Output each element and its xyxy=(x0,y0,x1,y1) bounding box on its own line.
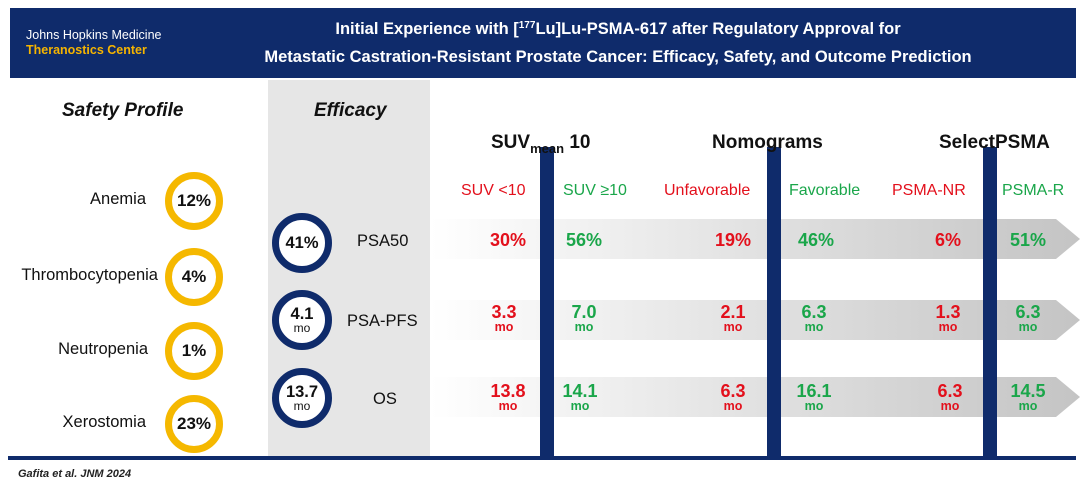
col-head-nomo-high: Favorable xyxy=(789,182,861,199)
group-title-selectpsma: SelectPSMA xyxy=(939,132,1050,153)
safety-heading: Safety Profile xyxy=(62,100,184,121)
col-head-nomo-low: Unfavorable xyxy=(664,182,751,199)
row-arrow-psa-pfs xyxy=(430,300,1080,340)
row-arrow-os xyxy=(430,377,1080,417)
safety-value-anemia: 12% xyxy=(165,172,223,230)
cell-psa50-nomo-high: 46% xyxy=(797,230,835,250)
group-title-nomograms: Nomograms xyxy=(712,132,823,153)
safety-value-neutropenia: 1% xyxy=(165,322,223,380)
logo: Johns Hopkins Medicine Theranostics Cent… xyxy=(26,28,162,58)
efficacy-label-psa-pfs: PSA-PFS xyxy=(347,312,418,330)
cell-psa50-suv-low: 30% xyxy=(489,230,527,250)
cell-pfs-nomo-high: 6.3 mo xyxy=(801,302,827,334)
cell-os-sel-low: 6.3 mo xyxy=(937,381,963,413)
efficacy-value-psa-pfs: 4.1 mo xyxy=(272,290,332,350)
divider-selectpsma xyxy=(983,147,997,460)
cell-psa50-nomo-low: 19% xyxy=(714,230,752,250)
page-title: Initial Experience with [177Lu]Lu-PSMA-6… xyxy=(178,15,1058,71)
safety-label-neutropenia: Neutropenia xyxy=(58,340,148,358)
cell-pfs-sel-low: 1.3 mo xyxy=(935,302,961,334)
logo-line-1: Johns Hopkins Medicine xyxy=(26,28,162,42)
efficacy-label-os: OS xyxy=(373,390,397,408)
row-arrow-psa50 xyxy=(430,219,1080,259)
divider-suv xyxy=(540,147,554,460)
divider-nomograms xyxy=(767,147,781,460)
cell-os-suv-low: 13.8 mo xyxy=(490,381,526,413)
safety-label-anemia: Anemia xyxy=(90,190,146,208)
cell-psa50-sel-high: 51% xyxy=(1009,230,1047,250)
safety-value-xerostomia: 23% xyxy=(165,395,223,453)
group-title-suv: SUVmean 10 xyxy=(491,132,591,156)
bottom-rule xyxy=(8,456,1076,460)
efficacy-heading: Efficacy xyxy=(314,100,387,121)
title-post: Lu]Lu-PSMA-617 after Regulatory Approval… xyxy=(535,20,901,38)
cell-os-nomo-low: 6.3 mo xyxy=(720,381,746,413)
cell-pfs-nomo-low: 2.1 mo xyxy=(720,302,746,334)
efficacy-label-psa50: PSA50 xyxy=(357,232,409,250)
safety-label-xerostomia: Xerostomia xyxy=(62,413,146,431)
citation: Gafita et al. JNM 2024 xyxy=(18,468,132,480)
col-head-suv-high: SUV ≥10 xyxy=(563,182,627,199)
header-banner: Johns Hopkins Medicine Theranostics Cent… xyxy=(10,8,1076,78)
cell-psa50-sel-low: 6% xyxy=(934,230,961,250)
cell-pfs-suv-high: 7.0 mo xyxy=(571,302,597,334)
cell-os-nomo-high: 16.1 mo xyxy=(796,381,832,413)
col-head-suv-low: SUV <10 xyxy=(461,182,526,199)
cell-pfs-suv-low: 3.3 mo xyxy=(491,302,517,334)
title-pre: Initial Experience with [ xyxy=(335,20,519,38)
safety-value-thrombocytopenia: 4% xyxy=(165,248,223,306)
efficacy-value-psa50: 41% xyxy=(272,213,332,273)
cell-psa50-suv-high: 56% xyxy=(565,230,603,250)
efficacy-value-os: 13.7 mo xyxy=(272,368,332,428)
cell-os-sel-high: 14.5 mo xyxy=(1010,381,1046,413)
cell-os-suv-high: 14.1 mo xyxy=(562,381,598,413)
safety-label-thrombocytopenia: Thrombocytopenia xyxy=(21,266,158,284)
cell-pfs-sel-high: 6.3 mo xyxy=(1015,302,1041,334)
col-head-sel-high: PSMA-R xyxy=(1002,182,1065,199)
title-line-2: Metastatic Castration-Resistant Prostate… xyxy=(264,48,972,66)
logo-line-2: Theranostics Center xyxy=(26,43,147,57)
col-head-sel-low: PSMA-NR xyxy=(892,182,966,199)
